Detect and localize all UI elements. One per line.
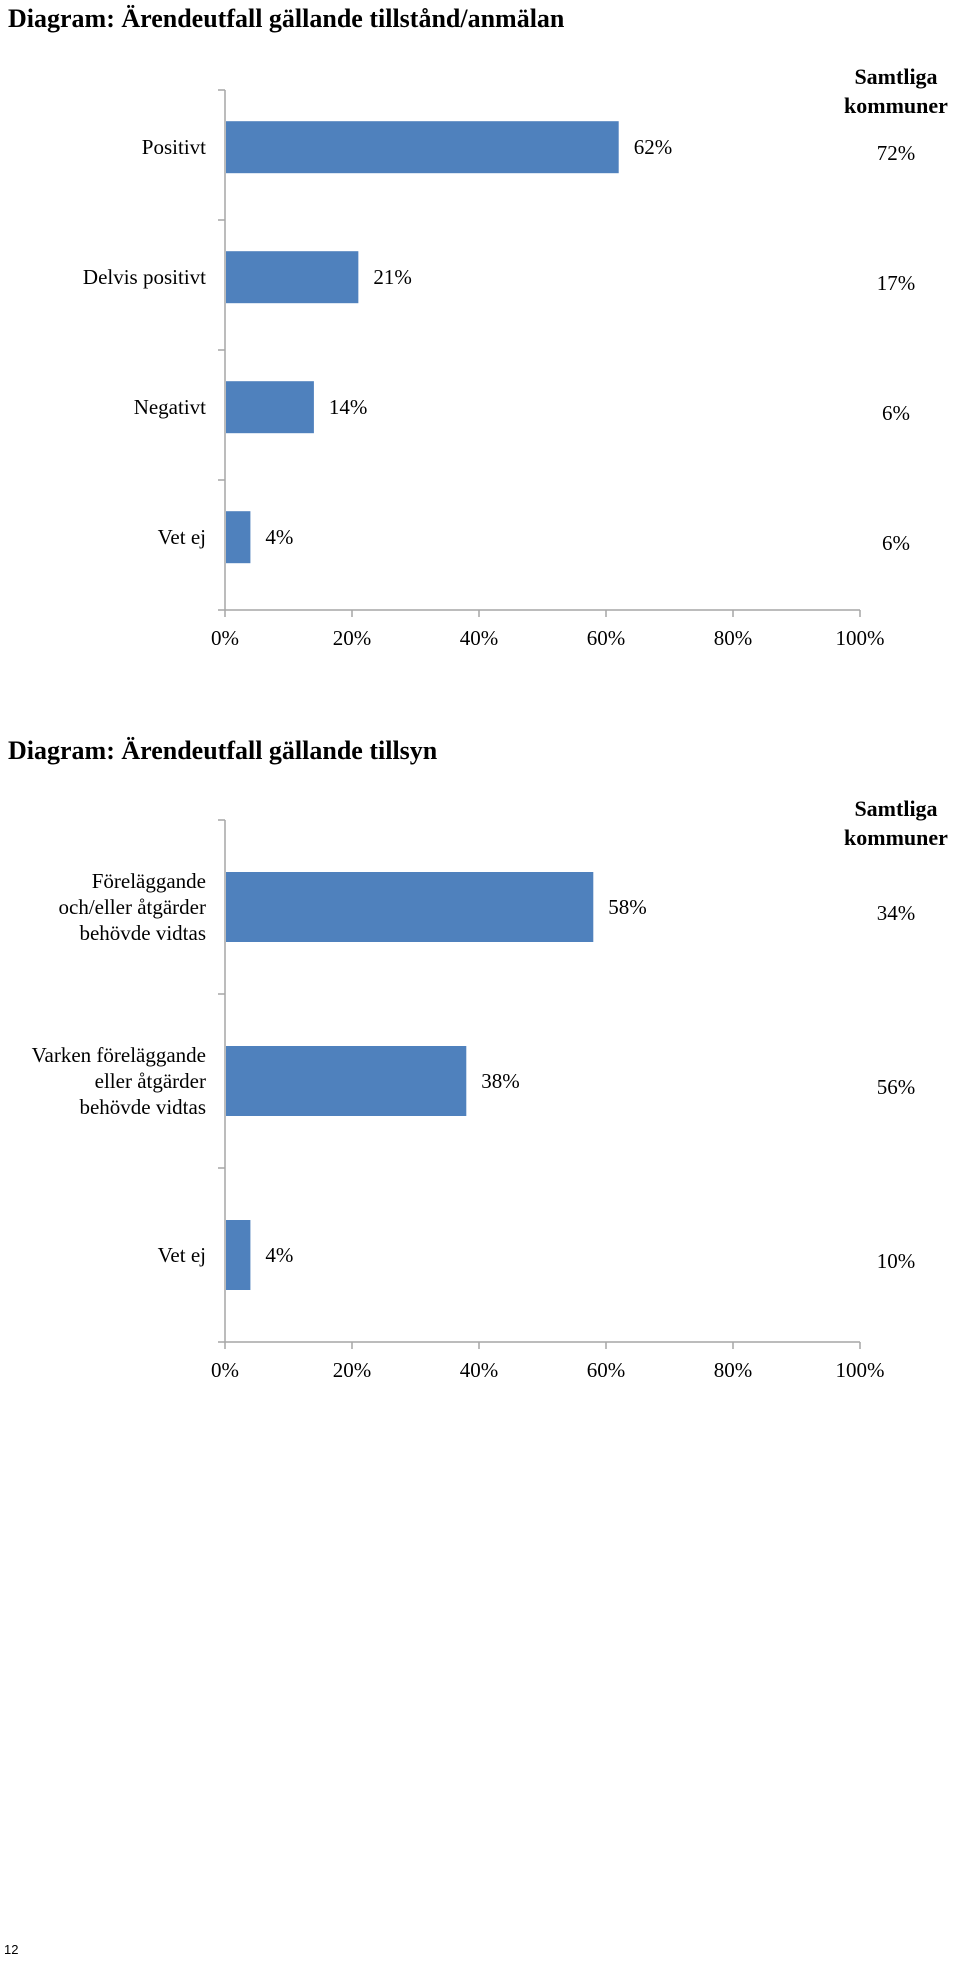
chart-2-value-label: 58% [608, 895, 647, 919]
chart-1-value-label: 4% [265, 525, 293, 549]
chart-1-x-tick-label: 60% [587, 626, 626, 650]
chart-1-x-tick-label: 100% [836, 626, 885, 650]
chart-2-x-tick-label: 0% [211, 1358, 239, 1382]
chart-2-category-label-line: Föreläggande [92, 869, 206, 893]
chart-1-category-label-line: Vet ej [158, 525, 206, 549]
chart-1-plot: 0% 20% 40% 60% 80% 100% Samtliga kommuner 62% 72%… [83, 64, 948, 650]
chart-1-category-label: Negativt [134, 395, 206, 419]
chart-1-value-label: 14% [329, 395, 368, 419]
chart-1-x-tick-label: 40% [460, 626, 499, 650]
chart-2-title: Diagram: Ärendeutfall gällande tillsyn [8, 736, 438, 765]
chart-1-value-label: 62% [634, 135, 673, 159]
chart-2-bar [226, 1046, 467, 1116]
chart-2-x-tick-label: 100% [836, 1358, 885, 1382]
chart-1-bar [226, 381, 314, 434]
chart-1-category-label-line: Positivt [142, 135, 206, 159]
chart-2-comparison-header: Samtliga kommuner [844, 796, 948, 850]
chart-1-category-label-line: Delvis positivt [83, 265, 206, 289]
chart-1-x-tick-label: 0% [211, 626, 239, 650]
chart-1-category-label-line: Negativt [134, 395, 206, 419]
chart-1-category-label: Positivt [142, 135, 206, 159]
page-number: 12 [4, 1942, 19, 1957]
chart-2-x-tick-label: 80% [714, 1358, 753, 1382]
chart-2-category-label: Vet ej [158, 1243, 206, 1267]
chart-2-comparison-label: 10% [877, 1249, 916, 1273]
chart-1-bar [226, 121, 619, 174]
chart-1-title: Diagram: Ärendeutfall gällande tillstånd… [8, 4, 565, 33]
chart-2-x-tick-label: 40% [460, 1358, 499, 1382]
chart-2-bar [226, 872, 594, 942]
chart-1-category-label: Delvis positivt [83, 265, 206, 289]
chart-1-x-tick-label: 20% [333, 626, 372, 650]
chart-1-comparison-label: 17% [877, 271, 916, 295]
chart-2-plot: 0% 20% 40% 60% 80% 100% Samtliga kommuner 58% 34%… [32, 796, 949, 1382]
chart-1-comparison-header-line: kommuner [844, 93, 948, 118]
chart-1-comparison-label: 72% [877, 141, 916, 165]
chart-1-comparison-label: 6% [882, 531, 910, 555]
chart-2-category-label: Föreläggande och/eller åtgärder behövde vi… [59, 869, 207, 945]
chart-1-comparison-header: Samtliga kommuner [844, 64, 948, 118]
chart-2-category-label-line: eller åtgärder [95, 1069, 206, 1093]
chart-2-category-label-line: behövde vidtas [79, 1095, 206, 1119]
chart-2-category-label-line: behövde vidtas [79, 921, 206, 945]
chart-1-x-tick-label: 80% [714, 626, 753, 650]
chart-1-value-label: 21% [373, 265, 412, 289]
chart-2-value-label: 4% [265, 1243, 293, 1267]
chart-2-bar [226, 1220, 251, 1290]
chart-2-comparison-label: 56% [877, 1075, 916, 1099]
chart-2-comparison-label: 34% [877, 901, 916, 925]
chart-2-x-tick-label: 60% [587, 1358, 626, 1382]
chart-1-bar [226, 251, 359, 304]
chart-1-category-label: Vet ej [158, 525, 206, 549]
chart-2-x-tick-label: 20% [333, 1358, 372, 1382]
chart-1-comparison-label: 6% [882, 401, 910, 425]
chart-2-comparison-header-line: kommuner [844, 825, 948, 850]
chart-2-category-label-line: och/eller åtgärder [59, 895, 207, 919]
chart-1-comparison-header-line: Samtliga [854, 64, 937, 89]
chart-2-category-label: Varken föreläggande eller åtgärder behövde… [32, 1043, 206, 1119]
chart-2-value-label: 38% [481, 1069, 520, 1093]
chart-2-comparison-header-line: Samtliga [854, 796, 937, 821]
chart-1-bar [226, 511, 251, 564]
chart-2-category-label-line: Varken föreläggande [32, 1043, 206, 1067]
chart-2-category-label-line: Vet ej [158, 1243, 206, 1267]
